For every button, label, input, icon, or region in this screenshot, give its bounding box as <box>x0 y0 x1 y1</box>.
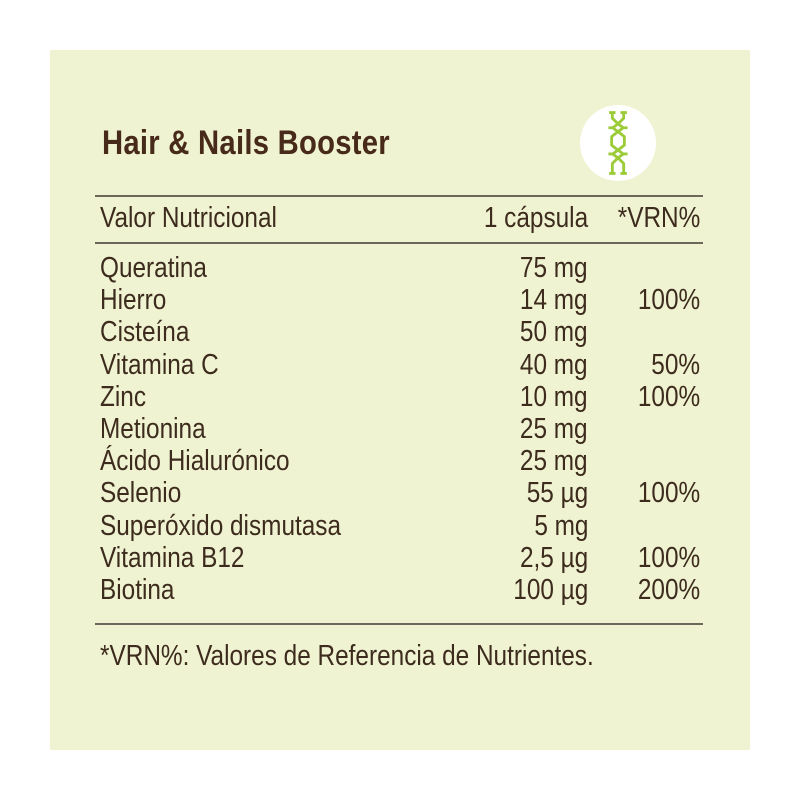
nutrient-amount: 55 µg <box>526 477 588 510</box>
brand-badge <box>580 105 656 181</box>
keratin-molecule-icon <box>608 111 628 175</box>
nutrient-name: Metionina <box>100 412 206 445</box>
nutrient-name: Vitamina B12 <box>100 541 245 574</box>
table-row: Zinc 10 mg 100% <box>50 381 750 413</box>
table-header-rule <box>95 242 703 244</box>
table-row: Queratina 75 mg <box>50 252 750 284</box>
table-row: Metionina 25 mg <box>50 413 750 445</box>
nutrient-amount: 10 mg <box>520 380 588 413</box>
nutrient-vrn: 100% <box>637 541 700 574</box>
nutrient-amount: 25 mg <box>520 445 588 478</box>
table-row: Vitamina C 40 mg 50% <box>50 349 750 381</box>
table-bottom-rule <box>95 623 703 625</box>
nutrient-vrn: 100% <box>637 284 700 317</box>
nutrition-label-card: Hair & Nails Booster Valor Nutricional 1… <box>50 50 750 750</box>
nutrient-name: Vitamina C <box>100 348 219 381</box>
header-valor-nutricional: Valor Nutricional <box>100 202 277 234</box>
product-title: Hair & Nails Booster <box>102 124 390 162</box>
nutrient-amount: 75 mg <box>520 252 588 284</box>
nutrient-name: Hierro <box>100 284 167 317</box>
table-row: Ácido Hialurónico 25 mg <box>50 445 750 477</box>
table-top-rule <box>95 195 703 197</box>
nutrient-vrn: 50% <box>651 348 700 381</box>
table-row: Vitamina B12 2,5 µg 100% <box>50 542 750 574</box>
nutrient-amount: 14 mg <box>520 284 588 317</box>
nutrient-vrn: 200% <box>637 573 700 606</box>
nutrient-amount: 5 mg <box>533 509 588 542</box>
nutrient-name: Queratina <box>100 252 207 284</box>
table-row: Superóxido dismutasa 5 mg <box>50 510 750 542</box>
nutrient-vrn: 100% <box>637 477 700 510</box>
nutrient-name: Zinc <box>100 380 147 413</box>
header-vrn: *VRN% <box>617 202 700 234</box>
nutrient-name: Cisteína <box>100 316 190 349</box>
table-row: Cisteína 50 mg <box>50 316 750 348</box>
table-header-row: Valor Nutricional 1 cápsula *VRN% <box>50 198 750 238</box>
nutrient-amount: 100 µg <box>513 573 588 606</box>
table-row: Hierro 14 mg 100% <box>50 284 750 316</box>
table-row: Biotina 100 µg 200% <box>50 574 750 606</box>
nutrient-rows: Queratina 75 mg Hierro 14 mg 100% Cisteí… <box>50 252 750 606</box>
nutrient-name: Ácido Hialurónico <box>100 445 290 478</box>
nutrient-amount: 25 mg <box>520 412 588 445</box>
nutrient-name: Biotina <box>100 573 175 606</box>
nutrient-amount: 2,5 µg <box>519 541 588 574</box>
vrn-footnote: *VRN%: Valores de Referencia de Nutrient… <box>100 640 594 672</box>
header-capsula: 1 cápsula <box>483 202 588 234</box>
nutrient-name: Selenio <box>100 477 182 510</box>
table-row: Selenio 55 µg 100% <box>50 477 750 509</box>
nutrient-amount: 40 mg <box>520 348 588 381</box>
nutrient-amount: 50 mg <box>520 316 588 349</box>
nutrient-name: Superóxido dismutasa <box>100 509 342 542</box>
nutrient-vrn: 100% <box>637 380 700 413</box>
